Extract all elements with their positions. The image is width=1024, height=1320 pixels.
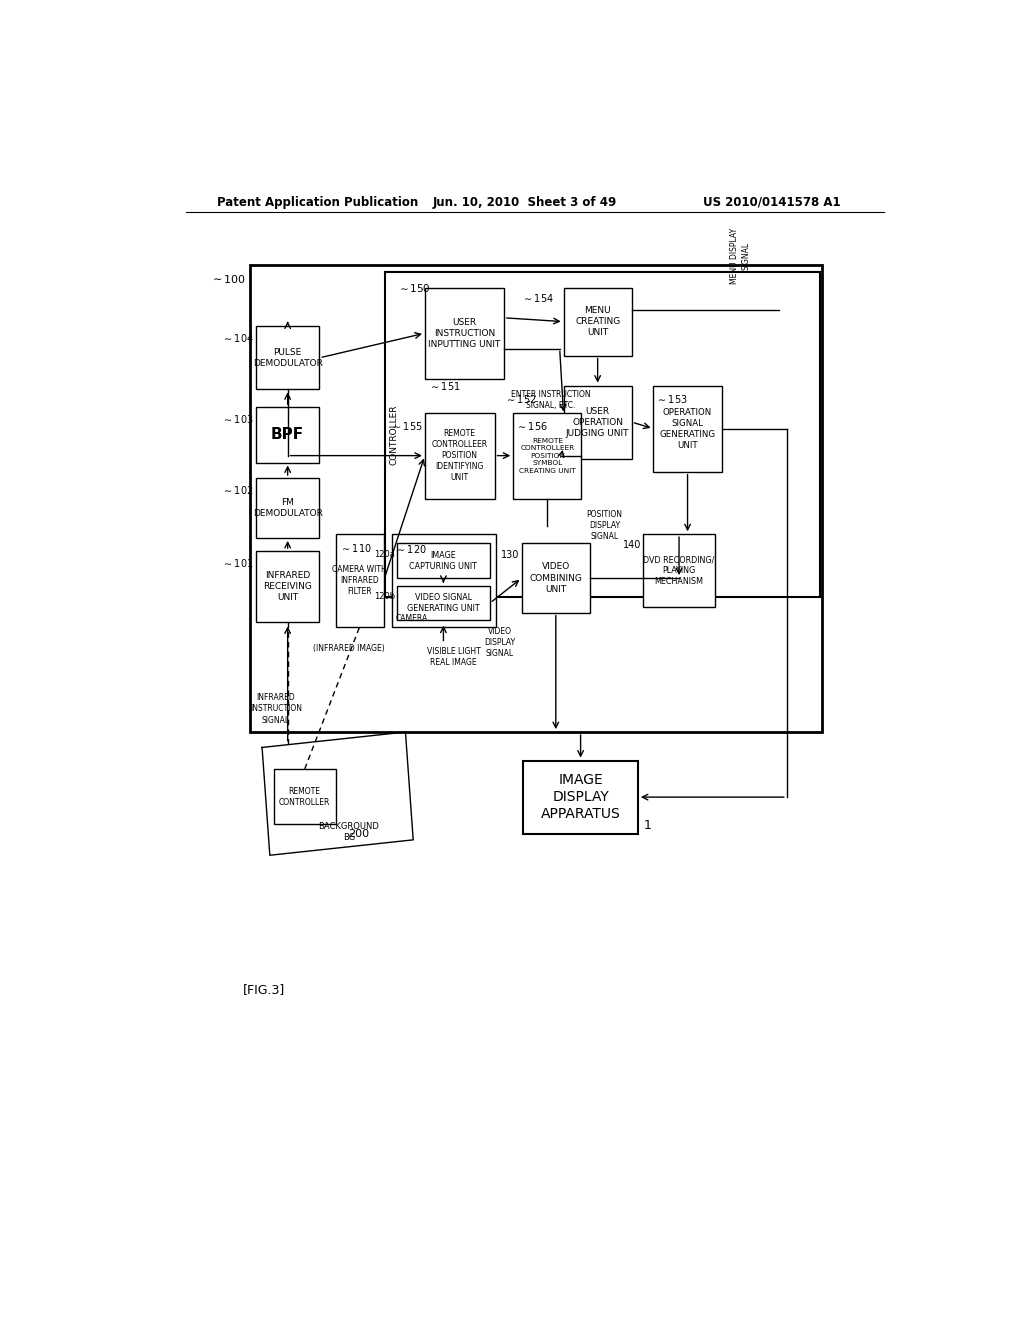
Text: MENU DISPLAY
SIGNAL: MENU DISPLAY SIGNAL — [730, 228, 751, 284]
Text: $\sim$104: $\sim$104 — [221, 333, 254, 345]
Text: IMAGE
DISPLAY
APPARATUS: IMAGE DISPLAY APPARATUS — [541, 772, 621, 821]
Text: Jun. 10, 2010  Sheet 3 of 49: Jun. 10, 2010 Sheet 3 of 49 — [433, 195, 616, 209]
Text: $\sim$102: $\sim$102 — [222, 484, 254, 496]
Bar — [256, 552, 319, 622]
Text: 120b: 120b — [374, 591, 395, 601]
Text: US 2010/0141578 A1: US 2010/0141578 A1 — [703, 195, 841, 209]
Text: INFRARED
RECEIVING
UNIT: INFRARED RECEIVING UNIT — [263, 572, 312, 602]
Text: ENTER INSTRUCTION
SIGNAL, ETC.: ENTER INSTRUCTION SIGNAL, ETC. — [511, 391, 590, 411]
Text: IMAGE
CAPTURING UNIT: IMAGE CAPTURING UNIT — [410, 550, 477, 570]
Bar — [251, 264, 821, 733]
Text: $\sim$103: $\sim$103 — [222, 413, 254, 425]
Bar — [563, 288, 632, 355]
Text: $\sim$110: $\sim$110 — [340, 543, 372, 554]
Text: FM
DEMODULATOR: FM DEMODULATOR — [253, 498, 323, 517]
Bar — [256, 407, 319, 462]
Text: MENU
CREATING
UNIT: MENU CREATING UNIT — [575, 306, 621, 337]
Text: 200: 200 — [348, 829, 370, 838]
Text: $\sim$100: $\sim$100 — [211, 272, 247, 285]
Bar — [653, 385, 722, 471]
Text: 120a: 120a — [375, 549, 395, 558]
Text: DVD RECORDING/
PLAYING
MECHANISM: DVD RECORDING/ PLAYING MECHANISM — [643, 556, 715, 586]
Text: (INFRARED IMAGE): (INFRARED IMAGE) — [313, 644, 385, 652]
Text: $\sim$152: $\sim$152 — [505, 393, 537, 405]
Text: $\sim$150: $\sim$150 — [397, 281, 431, 293]
Bar — [397, 544, 489, 578]
Text: POSITION
DISPLAY
SIGNAL: POSITION DISPLAY SIGNAL — [587, 511, 623, 541]
Text: $\sim$156: $\sim$156 — [515, 420, 548, 432]
Bar — [643, 535, 715, 607]
Bar — [256, 326, 319, 389]
Text: REMOTE
CONTROLLEER
POSITION
IDENTIFYING
UNIT: REMOTE CONTROLLEER POSITION IDENTIFYING … — [432, 429, 487, 482]
Bar — [385, 272, 820, 598]
Bar — [425, 412, 495, 499]
Text: $\sim$153: $\sim$153 — [655, 393, 687, 405]
Bar — [513, 412, 582, 499]
Text: VIDEO
COMBINING
UNIT: VIDEO COMBINING UNIT — [529, 562, 583, 594]
Text: PULSE
DEMODULATOR: PULSE DEMODULATOR — [253, 347, 323, 368]
Text: BACKGROUND
BG: BACKGROUND BG — [318, 822, 379, 842]
Text: $\sim$101: $\sim$101 — [222, 557, 254, 569]
Bar — [523, 760, 638, 834]
Text: VIDEO
DISPLAY
SIGNAL: VIDEO DISPLAY SIGNAL — [484, 627, 515, 657]
Bar — [425, 288, 504, 379]
Text: $\sim$151: $\sim$151 — [429, 380, 461, 392]
Text: USER
OPERATION
JUDGING UNIT: USER OPERATION JUDGING UNIT — [566, 407, 630, 438]
Text: 130: 130 — [501, 549, 519, 560]
Text: CONTROLLER: CONTROLLER — [389, 405, 398, 465]
Text: CAMERA: CAMERA — [395, 614, 428, 623]
Text: CAMERA WITH
INFRARED
FILTER: CAMERA WITH INFRARED FILTER — [333, 565, 387, 595]
Text: $\sim$155: $\sim$155 — [391, 420, 423, 432]
Text: [FIG.3]: [FIG.3] — [243, 983, 285, 997]
Text: $\sim$120: $\sim$120 — [395, 544, 427, 556]
Text: 1: 1 — [644, 820, 652, 833]
Text: 140: 140 — [624, 540, 642, 550]
Bar — [397, 586, 489, 620]
Bar — [521, 544, 590, 612]
Text: $\sim$154: $\sim$154 — [522, 292, 554, 304]
Text: USER
INSTRUCTION
INPUTTING UNIT: USER INSTRUCTION INPUTTING UNIT — [428, 318, 501, 348]
Text: VISIBLE LIGHT
REAL IMAGE: VISIBLE LIGHT REAL IMAGE — [427, 647, 480, 668]
Bar — [391, 535, 496, 627]
Text: INFRARED
INSTRUCTION
SIGNAL: INFRARED INSTRUCTION SIGNAL — [250, 693, 302, 725]
Bar — [563, 385, 632, 459]
Text: Patent Application Publication: Patent Application Publication — [217, 195, 419, 209]
Bar — [336, 535, 384, 627]
Text: REMOTE
CONTROLLEER
POSITION
SYMBOL
CREATING UNIT: REMOTE CONTROLLEER POSITION SYMBOL CREAT… — [519, 438, 575, 474]
Text: REMOTE
CONTROLLER: REMOTE CONTROLLER — [279, 787, 331, 807]
Bar — [273, 770, 336, 825]
Text: OPERATION
SIGNAL
GENERATING
UNIT: OPERATION SIGNAL GENERATING UNIT — [659, 408, 716, 450]
Bar — [256, 478, 319, 539]
Text: VIDEO SIGNAL
GENERATING UNIT: VIDEO SIGNAL GENERATING UNIT — [408, 593, 479, 612]
Text: BPF: BPF — [271, 428, 304, 442]
